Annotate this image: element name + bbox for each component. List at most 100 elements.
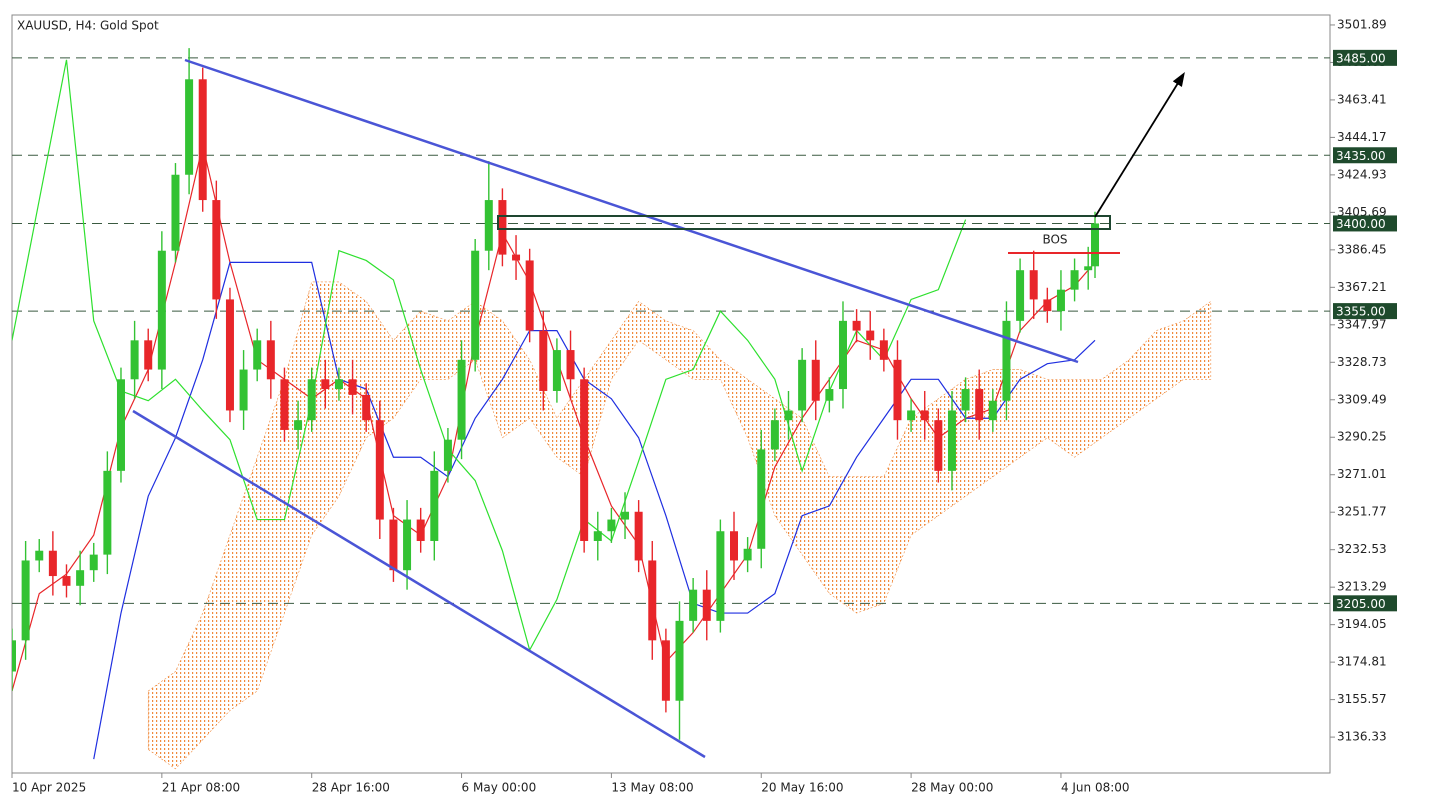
candle-body	[552, 350, 561, 391]
candle-body	[294, 420, 303, 430]
plot-area	[12, 48, 1330, 770]
y-tick-label: 3424.93	[1337, 167, 1387, 181]
candle-body	[389, 519, 398, 571]
candle-body	[12, 640, 16, 672]
candle-body	[1043, 299, 1052, 312]
y-tick-label: 3271.01	[1337, 467, 1387, 481]
candle-body	[525, 260, 534, 331]
bos-label: BOS	[1042, 233, 1067, 247]
y-tick-label: 3213.29	[1337, 580, 1387, 594]
candle-body	[988, 400, 997, 421]
candle-body	[185, 79, 194, 175]
candle-body	[157, 250, 166, 370]
candle-body	[1056, 289, 1065, 312]
candle-body	[253, 340, 262, 370]
candle-body	[484, 200, 493, 251]
candle-body	[743, 548, 752, 561]
level-label: 3205.00	[1336, 597, 1386, 611]
y-tick-label: 3405.69	[1337, 205, 1387, 219]
arrow	[1094, 71, 1185, 218]
x-tick-label: 28 May 00:00	[911, 781, 993, 795]
candle-body	[893, 359, 902, 421]
x-tick-label: 13 May 08:00	[611, 781, 693, 795]
candle-body	[171, 174, 180, 251]
candle-body	[76, 570, 85, 586]
y-tick-label: 3386.45	[1337, 242, 1387, 256]
y-tick-label: 3174.81	[1337, 655, 1387, 669]
candle-body	[607, 519, 616, 532]
candle-body	[920, 410, 929, 421]
candle-body	[539, 330, 548, 391]
candle-body	[961, 389, 970, 411]
candle-body	[1091, 223, 1100, 267]
candle-body	[403, 519, 412, 571]
y-tick-label: 3347.97	[1337, 317, 1387, 331]
candle-body	[198, 79, 207, 201]
candle-body	[730, 531, 739, 561]
candle-body	[784, 410, 793, 421]
trendline	[184, 58, 1079, 364]
x-tick-label: 28 Apr 16:00	[312, 781, 390, 795]
candle-body	[416, 519, 425, 541]
y-tick-label: 3309.49	[1337, 392, 1387, 406]
candle-body	[35, 550, 44, 561]
candle-body	[375, 420, 384, 520]
y-tick-label: 3136.33	[1337, 730, 1387, 744]
candle-body	[1029, 270, 1038, 300]
y-tick-label: 3367.21	[1337, 280, 1387, 294]
candle-body	[130, 340, 139, 380]
candle-body	[580, 379, 589, 541]
candle-body	[321, 379, 330, 390]
candle-body	[116, 379, 125, 471]
candle-body	[566, 350, 575, 380]
level-label: 3355.00	[1336, 305, 1386, 319]
candle-body	[103, 470, 112, 555]
y-tick-label: 3251.77	[1337, 505, 1387, 519]
candle-body	[212, 200, 221, 300]
candle-body	[443, 439, 452, 471]
candle-body	[934, 420, 943, 471]
x-tick-label: 6 May 00:00	[462, 781, 537, 795]
candle-body	[362, 394, 371, 421]
candle-body	[770, 420, 779, 450]
candle-body	[907, 410, 916, 421]
level-label: 3435.00	[1336, 149, 1386, 163]
x-tick-label: 4 Jun 08:00	[1061, 781, 1130, 795]
candle-body	[947, 410, 956, 471]
candle-body	[430, 470, 439, 541]
y-tick-label: 3463.41	[1337, 92, 1387, 106]
x-tick-label: 20 May 16:00	[761, 781, 843, 795]
candle-body	[225, 299, 234, 411]
candle-body	[634, 511, 643, 561]
candle-body	[879, 340, 888, 360]
y-tick-label: 3155.57	[1337, 692, 1387, 706]
drawings: BOS	[132, 58, 1185, 759]
candle-body	[1016, 270, 1025, 321]
plot-frame	[11, 14, 1331, 774]
candle-body	[21, 560, 30, 641]
candle-body	[866, 330, 875, 341]
y-tick-label: 3501.89	[1337, 17, 1387, 31]
y-tick-label: 3328.73	[1337, 355, 1387, 369]
candle-body	[716, 531, 725, 621]
indicator-line	[12, 59, 967, 652]
candle-body	[307, 379, 316, 421]
level-tag	[1333, 215, 1397, 232]
chart-title: XAUUSD, H4: Gold Spot	[17, 19, 159, 33]
level-tag	[1333, 49, 1397, 66]
candle-body	[811, 359, 820, 401]
candle-body	[1070, 270, 1079, 290]
candle-body	[512, 254, 521, 261]
indicator-line	[93, 261, 1096, 760]
candle-body	[334, 379, 343, 390]
candle-body	[280, 379, 289, 430]
y-tick-label: 3444.17	[1337, 130, 1387, 144]
zone	[497, 215, 1111, 230]
candle-body	[1002, 320, 1011, 401]
candle-body	[48, 550, 57, 577]
y-tick-label: 3194.05	[1337, 617, 1387, 631]
trendline	[132, 409, 706, 759]
candle-body	[689, 589, 698, 621]
x-tick-label: 21 Apr 08:00	[162, 781, 240, 795]
